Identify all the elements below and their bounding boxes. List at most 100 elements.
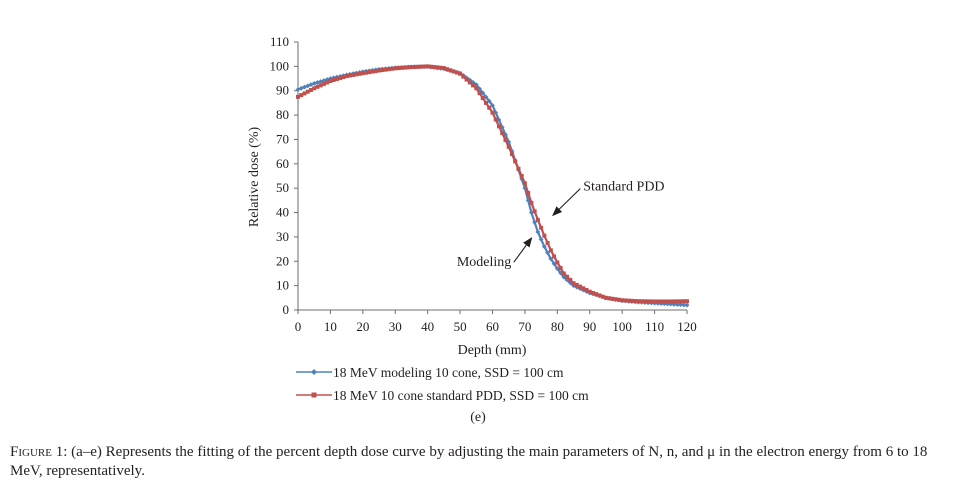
data-point	[383, 67, 388, 72]
data-point	[526, 191, 531, 196]
x-tick-label: 100	[612, 319, 632, 334]
data-point	[364, 70, 369, 75]
x-tick-label: 110	[645, 319, 664, 334]
data-point	[519, 174, 524, 178]
data-point	[490, 102, 495, 108]
data-point	[396, 66, 401, 71]
x-tick-label: 90	[583, 319, 596, 334]
data-point	[341, 75, 346, 80]
data-point	[445, 67, 450, 72]
data-point	[419, 64, 424, 69]
x-tick-label: 120	[677, 319, 697, 334]
data-point	[678, 302, 683, 308]
data-point	[448, 68, 453, 73]
data-point	[600, 294, 605, 299]
figure-label: Figure 1:	[10, 444, 68, 460]
data-point	[684, 302, 690, 308]
data-point	[542, 233, 547, 238]
data-point	[665, 299, 670, 304]
pdd-chart: 0 10 20 30 40 50 60 70 80 90 100 110 120 0 10 20 30 40 50 6…	[247, 34, 697, 403]
data-point	[435, 65, 440, 70]
data-point	[474, 86, 479, 91]
data-point	[503, 137, 508, 142]
panel-label: (e)	[470, 410, 486, 425]
data-point	[422, 64, 427, 69]
data-point	[561, 271, 566, 276]
data-point	[532, 209, 537, 214]
data-point	[538, 236, 544, 242]
data-point	[623, 298, 628, 303]
data-point	[406, 65, 411, 70]
data-point	[548, 248, 553, 253]
caption-text: (a–e) Represents the fitting of the perc…	[10, 444, 928, 479]
data-point	[432, 65, 437, 70]
data-point	[351, 72, 356, 77]
data-point	[584, 288, 589, 293]
data-point	[535, 229, 541, 235]
data-point	[554, 266, 560, 271]
data-point	[500, 131, 505, 136]
data-point	[461, 74, 466, 79]
y-tick-label: 0	[283, 302, 290, 317]
data-point	[610, 296, 615, 301]
data-point	[672, 299, 677, 304]
data-point	[380, 68, 385, 73]
data-point	[551, 261, 557, 267]
data-point	[312, 86, 317, 91]
data-point	[581, 286, 586, 291]
y-tick-label: 110	[270, 34, 289, 49]
y-tick-label: 10	[276, 278, 289, 293]
x-tick-label: 10	[324, 319, 337, 334]
data-point	[668, 299, 673, 304]
data-point	[428, 64, 433, 69]
data-point	[299, 93, 304, 98]
y-tick-label: 100	[270, 58, 290, 73]
data-point	[529, 200, 534, 205]
data-point	[325, 80, 330, 85]
y-tick-label: 40	[276, 205, 289, 220]
data-point	[295, 87, 301, 92]
data-point	[477, 91, 482, 96]
data-point	[493, 117, 498, 122]
data-point	[451, 69, 456, 74]
data-point	[409, 65, 414, 70]
data-point	[357, 71, 362, 76]
data-point	[532, 219, 538, 225]
data-point	[493, 110, 499, 116]
data-point	[578, 284, 583, 289]
data-point	[490, 110, 495, 115]
chart-axes: 0 10 20 30 40 50 60 70 80 90 100 110 120 0 10 20 30 40 50 6…	[270, 34, 697, 334]
data-point	[296, 94, 300, 99]
data-point	[496, 124, 501, 129]
legend-swatch-marker	[311, 369, 317, 375]
data-point	[655, 299, 660, 304]
data-point	[438, 65, 443, 70]
data-point	[370, 69, 375, 74]
data-point	[386, 67, 391, 72]
series-markers	[296, 64, 689, 304]
x-tick-label: 60	[486, 319, 499, 334]
data-point	[636, 299, 641, 304]
annotation-label: Standard PDD	[583, 180, 664, 195]
data-point	[506, 144, 511, 149]
data-point	[308, 82, 314, 88]
data-point	[616, 297, 621, 302]
data-point	[344, 74, 349, 79]
data-point	[513, 159, 518, 164]
x-axis-title: Depth (mm)	[458, 343, 527, 358]
data-point	[367, 70, 372, 75]
annotation-arrow	[552, 188, 581, 217]
data-point	[467, 80, 472, 85]
data-point	[321, 81, 326, 86]
x-tick-label: 40	[421, 319, 434, 334]
data-point	[675, 299, 680, 304]
y-tick-label: 30	[276, 229, 289, 244]
legend: 18 MeV modeling 10 cone, SSD = 100 cm 18 …	[296, 365, 589, 403]
x-tick-label: 0	[295, 319, 302, 334]
data-point	[509, 152, 514, 157]
data-point	[402, 65, 407, 70]
data-point	[681, 302, 687, 308]
data-point	[373, 69, 378, 74]
data-point	[496, 117, 502, 123]
data-point	[308, 87, 313, 92]
